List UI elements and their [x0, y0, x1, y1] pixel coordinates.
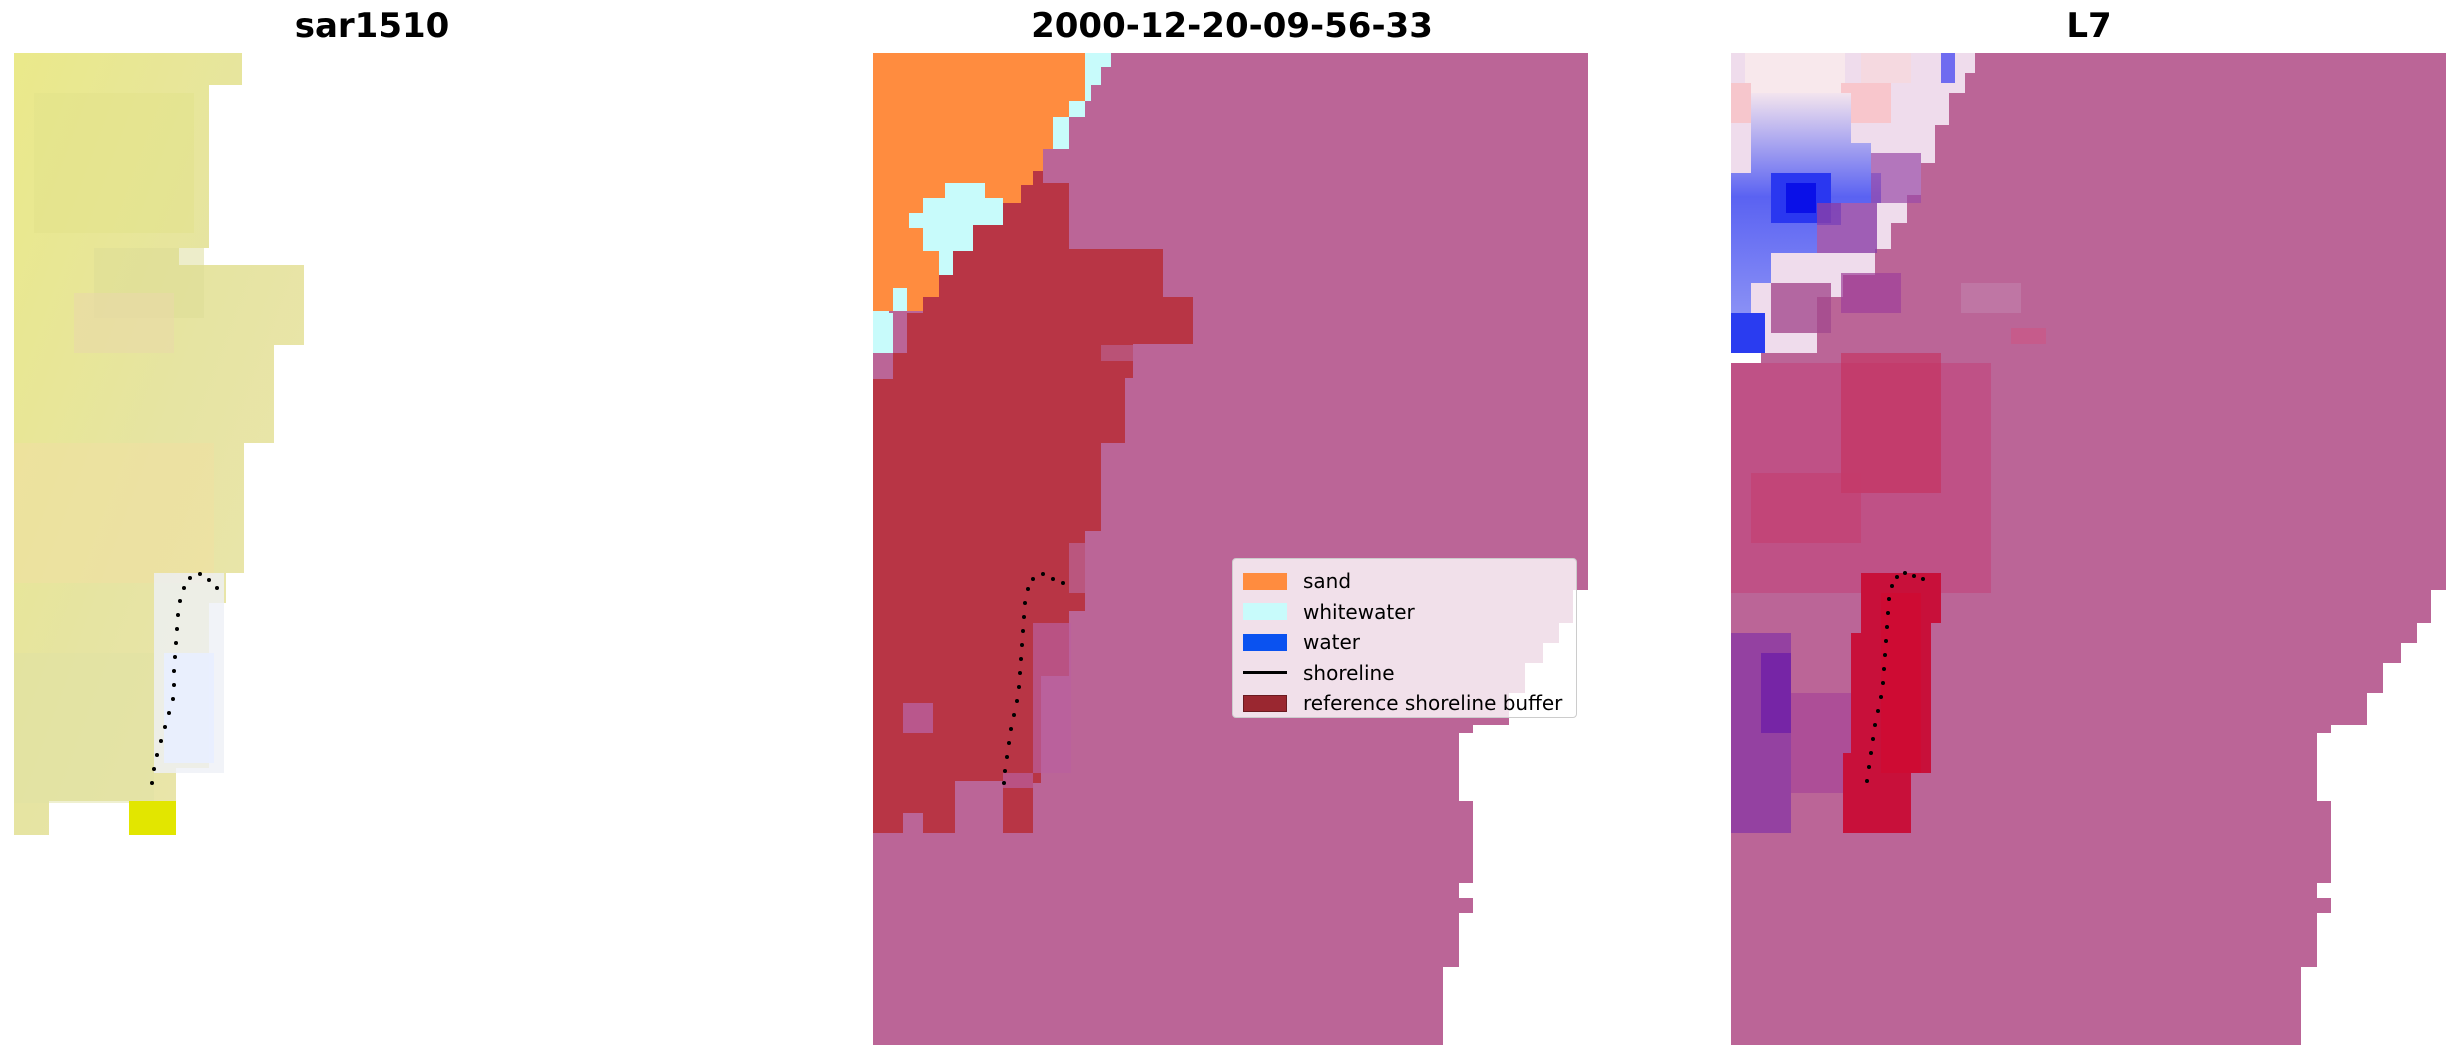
legend-item-shoreline: shoreline — [1243, 658, 1566, 689]
rgb-image — [14, 53, 304, 835]
legend-label: shoreline — [1303, 660, 1395, 685]
legend-swatch-reference-buffer — [1243, 694, 1287, 712]
legend-label: sand — [1303, 569, 1352, 594]
classification-map — [873, 53, 1588, 1045]
shoreline — [1002, 572, 1065, 785]
panel-title-classification: 2000-12-20-09-56-33 — [1031, 6, 1433, 46]
legend-swatch-water — [1243, 633, 1287, 651]
legend-item-reference-buffer: reference shoreline buffer — [1243, 688, 1566, 719]
panel-title-index: L7 — [2066, 6, 2112, 46]
legend-label: whitewater — [1303, 599, 1415, 624]
legend-item-sand: sand — [1243, 566, 1566, 597]
legend-label: reference shoreline buffer — [1303, 691, 1563, 716]
legend-item-water: water — [1243, 627, 1566, 658]
legend-item-whitewater: whitewater — [1243, 597, 1566, 628]
legend-swatch-whitewater — [1243, 603, 1287, 621]
legend: sand whitewater water shoreline referenc… — [1232, 558, 1577, 718]
legend-label: water — [1303, 630, 1360, 655]
shoreline — [1865, 571, 1925, 783]
index-map — [1731, 53, 2446, 1045]
classification-panel — [873, 53, 1591, 1045]
index-panel — [1731, 53, 2449, 1045]
legend-swatch-sand — [1243, 572, 1287, 590]
shoreline — [150, 572, 219, 785]
image-bright-patch — [129, 801, 176, 835]
panel-title-image: sar1510 — [294, 6, 450, 46]
rgb-image-panel — [14, 53, 344, 835]
legend-line-shoreline — [1243, 671, 1287, 675]
reference-shoreline-buffer-region — [873, 171, 1193, 833]
